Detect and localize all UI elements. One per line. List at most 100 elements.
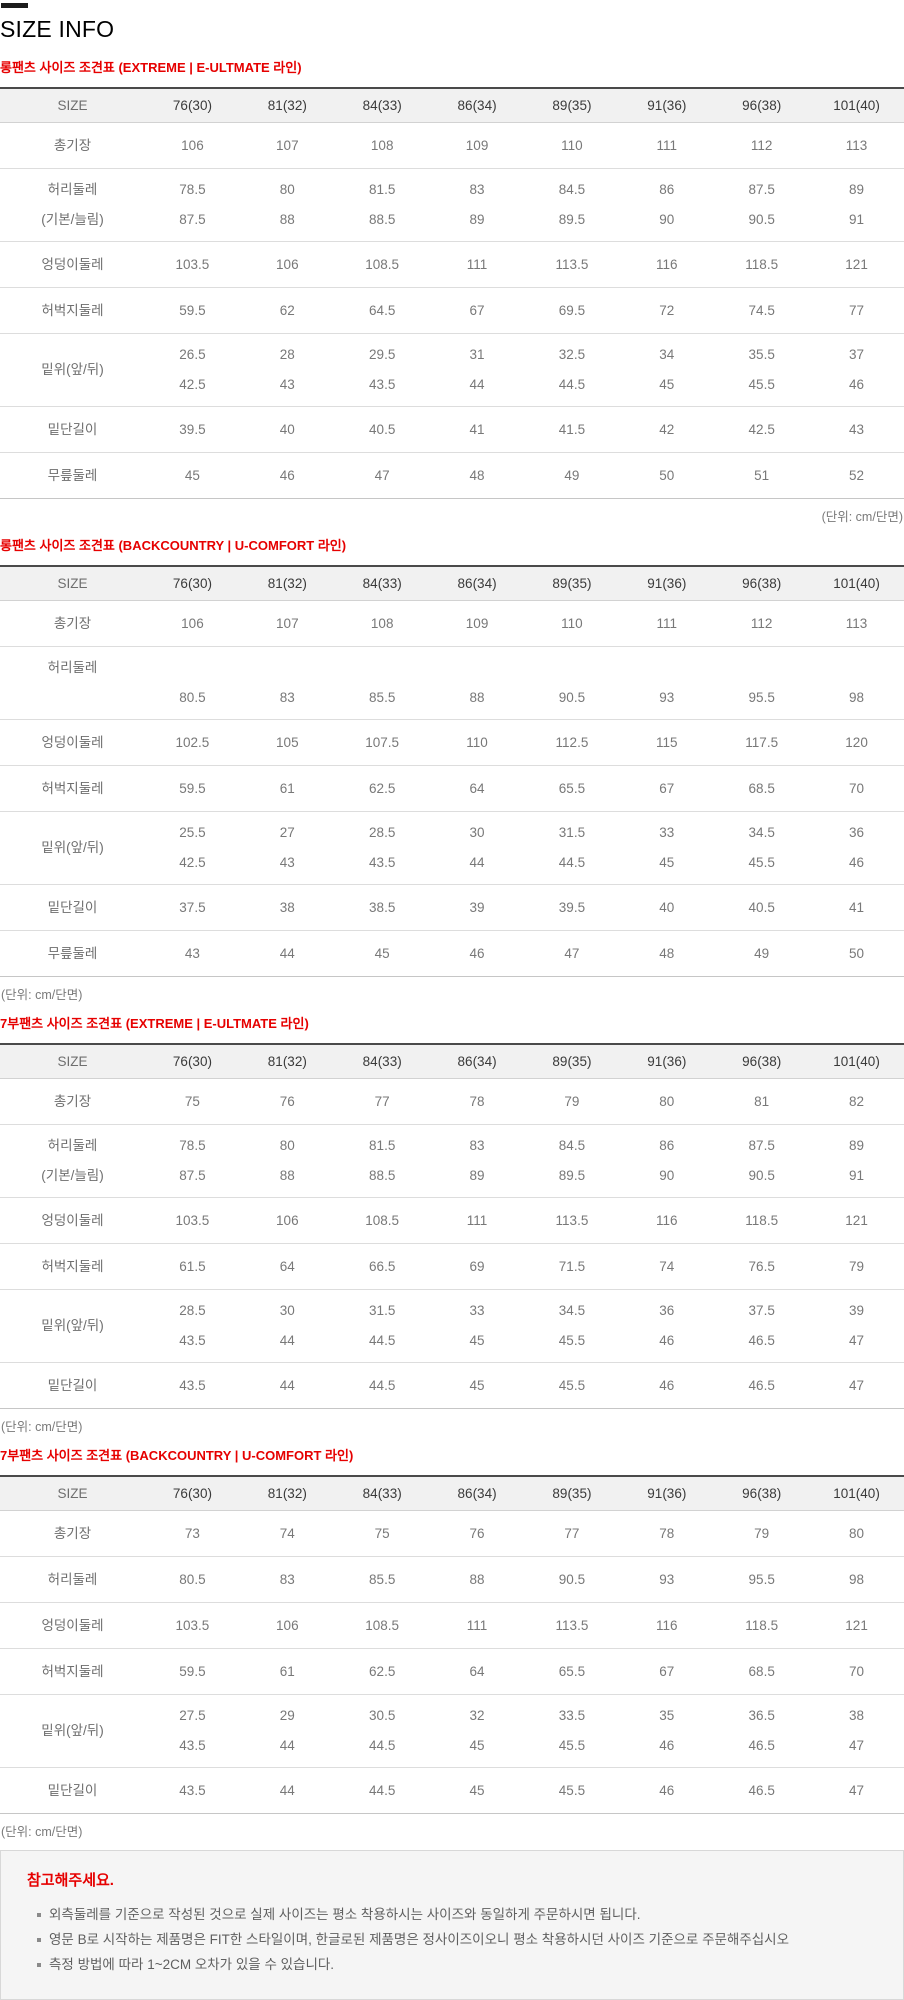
row-label-line: 허리둘레 <box>47 182 98 197</box>
value-line: 61.5 <box>179 1258 206 1274</box>
row-label-line: 엉덩이둘레 <box>41 1617 104 1633</box>
value-cell: 78.5 87.5 <box>145 1125 240 1197</box>
value-line: 45 <box>469 1377 485 1393</box>
value-line: 82 <box>849 1093 865 1109</box>
value-cell: 59.5 <box>145 766 240 811</box>
value-cell: 41 <box>430 407 525 452</box>
value-cell: 25.5 42.5 <box>145 812 240 884</box>
table-row: 엉덩이둘레 103.5 106 108.5 111 113.5 116 118.5 121 <box>0 242 904 288</box>
value-line: 42.5 <box>179 855 206 870</box>
value-cell: 77 <box>809 288 904 333</box>
value-line: 44.5 <box>369 1377 396 1393</box>
value-line: 88 <box>469 690 485 705</box>
value-cell: 83 <box>240 647 335 719</box>
value-line: 118.5 <box>745 1617 779 1633</box>
value-cell: 81.5 88.5 <box>335 169 430 241</box>
value-cell: 84.5 89.5 <box>525 1125 620 1197</box>
value-cell: 118.5 <box>714 1198 809 1243</box>
value-line: 89.5 <box>558 1168 586 1183</box>
value-line: 95.5 <box>748 690 775 705</box>
value-line: 44 <box>279 1782 295 1798</box>
row-label: 무릎둘레 <box>0 453 145 498</box>
row-label-line: 밑위(앞/뒤) <box>41 362 104 377</box>
value-cell: 47 <box>335 453 430 498</box>
column-header: 76(30) <box>172 576 212 591</box>
value-line: 89.5 <box>558 212 586 227</box>
value-cell: 52 <box>809 453 904 498</box>
row-label: 밑위(앞/뒤) <box>0 812 145 884</box>
value-line: 108.5 <box>365 1617 400 1633</box>
value-cell: 80.5 <box>145 647 240 719</box>
value-line: 118.5 <box>745 1212 779 1228</box>
value-line: 86 <box>659 182 675 197</box>
row-label-line: 허벅지둘레 <box>41 302 104 318</box>
section-title: 7부팬츠 사이즈 조견표 (BACKCOUNTRY | U-COMFORT 라인… <box>0 1448 354 1463</box>
value-line: 39 <box>849 1303 865 1318</box>
value-cell: 86 90 <box>619 1125 714 1197</box>
value-line: 40 <box>659 899 675 915</box>
value-line: 121 <box>845 256 868 272</box>
value-line: 80.5 <box>179 1571 206 1587</box>
value-cell: 37.5 46.5 <box>714 1290 809 1362</box>
value-line: 43.5 <box>179 1333 206 1348</box>
column-header: 96(38) <box>742 576 782 591</box>
value-line: 31 <box>469 347 485 362</box>
value-cell: 40 <box>619 885 714 930</box>
row-label-line: 엉덩이둘레 <box>41 734 104 750</box>
value-line: 83 <box>469 182 485 197</box>
value-line: 45 <box>374 945 390 961</box>
value-cell: 83 89 <box>430 169 525 241</box>
value-cell: 33.5 45.5 <box>525 1695 620 1767</box>
value-line: 38 <box>279 899 295 915</box>
value-cell: 111 <box>619 123 714 168</box>
value-line: 90.5 <box>558 1571 586 1587</box>
value-line: 31.5 <box>369 1303 396 1318</box>
column-header: 76(30) <box>172 1486 212 1501</box>
value-line: 84.5 <box>558 1138 586 1153</box>
value-cell: 79 <box>714 1511 809 1556</box>
value-line: 80 <box>279 182 295 197</box>
value-cell: 50 <box>619 453 714 498</box>
value-line: 77 <box>374 1093 390 1109</box>
value-cell: 93 <box>619 647 714 719</box>
value-line: 74 <box>659 1258 675 1274</box>
value-cell: 48 <box>619 931 714 976</box>
value-line: 44 <box>469 855 485 870</box>
value-cell: 69.5 <box>525 288 620 333</box>
value-line: 107 <box>276 137 299 153</box>
value-cell: 70 <box>809 1649 904 1694</box>
row-label-line: 엉덩이둘레 <box>41 1212 104 1228</box>
value-line: 43 <box>279 855 295 870</box>
row-label: 밑단길이 <box>0 1768 145 1813</box>
section-title: 롱팬츠 사이즈 조견표 (EXTREME | E-ULTMATE 라인) <box>0 60 302 75</box>
value-line: 116 <box>656 1617 678 1633</box>
value-line: 111 <box>656 137 678 153</box>
value-cell: 87.5 90.5 <box>714 1125 809 1197</box>
value-line: 76 <box>469 1525 485 1541</box>
table-header-row: SIZE 76(30) 81(32) 84(33) 86(34) 89(35) 91(36)… <box>0 1045 904 1079</box>
value-line: 64 <box>469 780 485 796</box>
value-cell: 66.5 <box>335 1244 430 1289</box>
value-cell: 38 <box>240 885 335 930</box>
value-line: 73 <box>184 1525 200 1541</box>
value-cell: 111 <box>430 242 525 287</box>
value-line: 87.5 <box>179 1168 206 1183</box>
value-line: 40.5 <box>748 899 775 915</box>
value-line: 89 <box>469 212 485 227</box>
value-line: 70 <box>849 780 865 796</box>
value-line: 81 <box>754 1093 770 1109</box>
value-cell: 33 45 <box>619 812 714 884</box>
value-line: 68.5 <box>748 780 775 796</box>
value-line: 37.5 <box>748 1303 775 1318</box>
value-line: 36 <box>849 825 865 840</box>
value-line: 49 <box>564 467 580 483</box>
row-label-line: 밑단길이 <box>47 1377 98 1393</box>
value-line: 80 <box>659 1093 675 1109</box>
value-cell: 93 <box>619 1557 714 1602</box>
value-cell: 44 <box>240 1363 335 1408</box>
value-line: 90 <box>659 212 675 227</box>
value-cell: 74.5 <box>714 288 809 333</box>
value-cell: 41 <box>809 885 904 930</box>
value-cell: 44 <box>240 1768 335 1813</box>
value-line: 47 <box>564 945 580 961</box>
